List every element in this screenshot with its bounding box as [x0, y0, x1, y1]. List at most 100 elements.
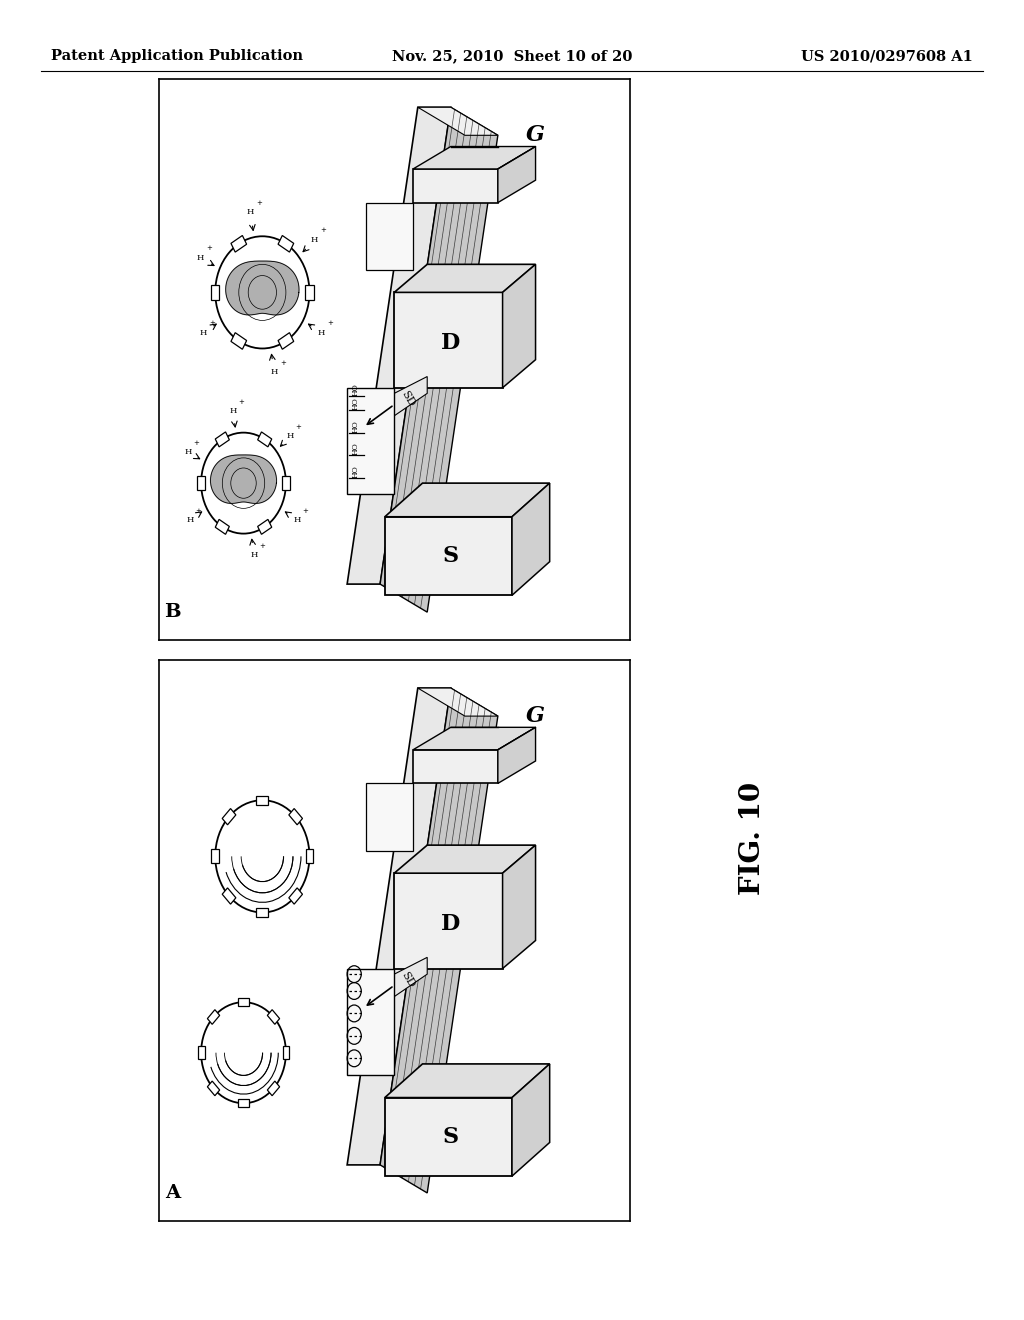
Polygon shape — [418, 688, 498, 715]
Text: G: G — [526, 124, 545, 147]
Bar — [289, 888, 302, 904]
Text: H: H — [251, 552, 258, 560]
Text: +: + — [209, 321, 215, 326]
Circle shape — [201, 1002, 286, 1104]
Polygon shape — [347, 969, 394, 1074]
Text: H: H — [317, 329, 326, 337]
Text: Patent Application Publication: Patent Application Publication — [51, 49, 303, 63]
Bar — [231, 333, 247, 350]
Text: H: H — [184, 449, 191, 457]
Text: H: H — [247, 209, 254, 216]
Bar — [258, 519, 271, 535]
Bar — [306, 849, 313, 863]
Text: +: + — [196, 508, 202, 513]
Text: +: + — [193, 440, 199, 446]
Bar — [239, 1100, 249, 1107]
Polygon shape — [418, 107, 498, 136]
Text: H: H — [197, 253, 204, 261]
Bar — [208, 1010, 220, 1024]
Text: SD: SD — [399, 389, 416, 409]
Polygon shape — [385, 483, 550, 516]
Polygon shape — [394, 376, 427, 416]
Text: A: A — [165, 1184, 180, 1203]
Bar — [231, 235, 247, 252]
Bar — [215, 432, 229, 447]
Text: H: H — [270, 368, 278, 376]
Text: +: + — [259, 543, 265, 549]
Polygon shape — [413, 750, 498, 783]
Bar — [215, 519, 229, 535]
Polygon shape — [380, 107, 498, 612]
Bar — [198, 477, 205, 490]
Polygon shape — [211, 455, 276, 503]
Text: SD: SD — [399, 970, 416, 990]
Bar — [282, 477, 290, 490]
Text: +: + — [327, 321, 333, 326]
Bar — [289, 809, 302, 825]
Polygon shape — [366, 203, 413, 271]
Polygon shape — [394, 874, 503, 969]
Bar — [198, 1047, 205, 1059]
Polygon shape — [225, 261, 299, 315]
Bar — [279, 333, 294, 350]
Polygon shape — [413, 147, 536, 169]
Text: +: + — [206, 246, 212, 251]
Text: US 2010/0297608 A1: US 2010/0297608 A1 — [801, 49, 973, 63]
Polygon shape — [394, 293, 503, 388]
Text: H: H — [293, 516, 300, 524]
Text: +: + — [321, 227, 327, 234]
Text: +: + — [256, 199, 262, 206]
Text: HO: HO — [351, 442, 359, 455]
Text: +: + — [302, 508, 307, 513]
Text: Nov. 25, 2010  Sheet 10 of 20: Nov. 25, 2010 Sheet 10 of 20 — [392, 49, 632, 63]
Text: H: H — [229, 407, 237, 414]
Text: HO: HO — [351, 465, 359, 478]
Text: FIG. 10: FIG. 10 — [739, 781, 766, 895]
Text: B: B — [165, 603, 181, 622]
Polygon shape — [413, 169, 498, 203]
Polygon shape — [394, 264, 536, 293]
Polygon shape — [498, 727, 536, 783]
Polygon shape — [503, 845, 536, 969]
Bar — [305, 285, 313, 300]
Bar — [267, 1081, 280, 1096]
Bar — [239, 998, 249, 1006]
Text: D: D — [441, 912, 461, 935]
Polygon shape — [347, 107, 451, 583]
Text: +: + — [296, 424, 301, 430]
Text: HO: HO — [351, 397, 359, 411]
Text: H: H — [200, 329, 207, 337]
Polygon shape — [394, 957, 427, 997]
Polygon shape — [366, 783, 413, 850]
Polygon shape — [347, 388, 394, 494]
Polygon shape — [394, 845, 536, 874]
Polygon shape — [380, 688, 498, 1193]
Bar — [222, 809, 236, 825]
Text: +: + — [280, 360, 286, 366]
Text: S: S — [442, 1126, 459, 1148]
Bar — [212, 849, 219, 863]
Bar — [222, 888, 236, 904]
Text: HO: HO — [351, 383, 359, 396]
Bar — [283, 1047, 290, 1059]
Polygon shape — [512, 483, 550, 595]
Text: S: S — [442, 545, 459, 568]
Text: H: H — [186, 516, 194, 524]
Polygon shape — [347, 688, 451, 1166]
Polygon shape — [512, 1064, 550, 1176]
Text: +: + — [238, 399, 244, 405]
Bar — [258, 432, 271, 447]
Text: H: H — [287, 432, 294, 440]
Polygon shape — [385, 1064, 550, 1098]
Polygon shape — [385, 516, 512, 595]
Text: H: H — [311, 236, 318, 244]
Polygon shape — [503, 264, 536, 388]
Bar — [267, 1010, 280, 1024]
Bar — [256, 796, 268, 805]
Polygon shape — [413, 727, 536, 750]
Text: D: D — [441, 331, 461, 354]
Circle shape — [201, 433, 286, 533]
Bar — [256, 908, 268, 917]
Bar — [211, 285, 219, 300]
Text: HO: HO — [351, 420, 359, 433]
